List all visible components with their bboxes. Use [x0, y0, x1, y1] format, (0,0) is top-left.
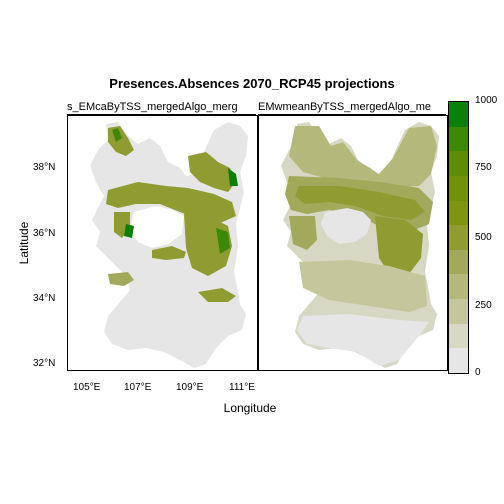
colorbar-label-0: 0: [475, 367, 481, 378]
suitability-center-light: [321, 208, 371, 244]
plot-title: Presences.Absences 2070_RCP45 projection…: [109, 76, 395, 91]
colorbar-swatch: [449, 225, 468, 250]
presence-patch-south-lower: [198, 288, 236, 302]
suitability-east: [375, 216, 423, 276]
panel-strip-right: EMwmeanByTSS_mergedAlgo_me: [258, 100, 446, 115]
presence-patch-ne-green: [228, 168, 238, 186]
colorbar-swatch: [449, 200, 468, 226]
map-right-svg: [281, 122, 439, 368]
presence-patch-west-green: [124, 224, 134, 238]
presence-patch-east-green: [216, 228, 230, 254]
suitability-core: [295, 186, 425, 220]
presence-patch-north-green: [112, 128, 122, 142]
colorbar: [448, 101, 469, 374]
map-panel-right: [258, 115, 448, 371]
suitability-high-north: [289, 126, 437, 188]
colorbar-label-1000: 1000: [475, 95, 498, 106]
y-tick-34N: 34°N: [33, 293, 56, 304]
presence-patch-south: [108, 272, 134, 286]
x-tick-111E: 111°E: [229, 382, 255, 393]
colorbar-swatch: [449, 151, 468, 176]
colorbar-swatch: [449, 102, 468, 127]
colorbar-swatch: [449, 274, 468, 300]
map-panel-left: [67, 115, 258, 371]
colorbar-swatch: [449, 175, 468, 201]
x-axis-label: Longitude: [223, 401, 277, 415]
presence-patch-south-ring: [152, 246, 186, 260]
y-tick-36N: 36°N: [33, 228, 56, 239]
panel-strip-left: s_EMcaByTSS_mergedAlgo_merg: [67, 100, 256, 115]
y-tick-32N: 32°N: [33, 358, 56, 369]
colorbar-swatch: [449, 249, 468, 275]
colorbar-swatch: [449, 299, 468, 324]
suitability-west: [289, 216, 317, 250]
colorbar-swatch: [449, 323, 468, 349]
colorbar-label-500: 500: [475, 232, 492, 243]
y-tick-38N: 38°N: [33, 162, 56, 173]
colorbar-swatch: [449, 348, 468, 373]
x-tick-107E: 107°E: [124, 382, 152, 393]
x-tick-109E: 109°E: [176, 382, 204, 393]
colorbar-swatch: [449, 126, 468, 152]
presence-patch-ne: [188, 152, 236, 192]
colorbar-label-750: 750: [475, 162, 492, 173]
y-axis-label: Latitude: [17, 221, 31, 265]
suitability-south: [299, 260, 427, 312]
map-left-svg: [90, 122, 248, 368]
colorbar-label-250: 250: [475, 300, 492, 311]
presence-patch-mid-band: [106, 182, 236, 224]
x-tick-105E: 105°E: [73, 382, 101, 393]
suitability-south-lower: [297, 314, 429, 366]
region-gap-left: [130, 206, 184, 248]
